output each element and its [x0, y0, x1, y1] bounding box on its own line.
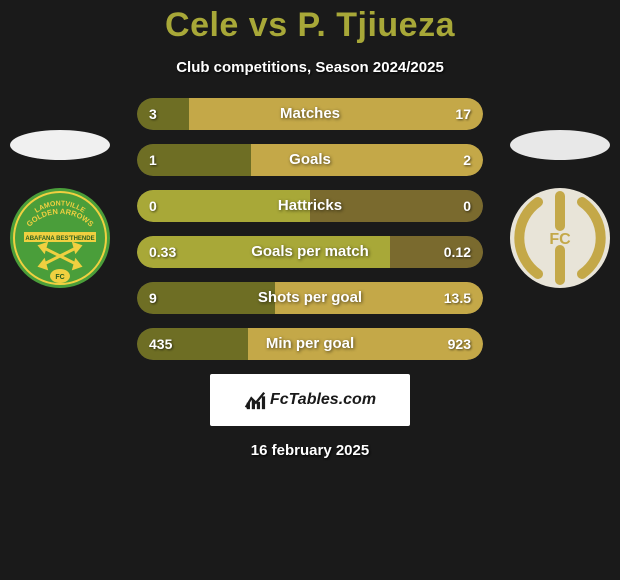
stat-row: 435923Min per goal: [137, 328, 483, 360]
comparison-container: LAMONTVILLE GOLDEN ARROWS ABAFANA BES'TH…: [0, 98, 620, 360]
date-label: 16 february 2025: [0, 442, 620, 459]
avatar-right-placeholder: [510, 130, 610, 160]
stat-label: Hattricks: [137, 190, 483, 222]
stellenbosch-logo-icon: FC: [510, 188, 610, 288]
stat-row: 00Hattricks: [137, 190, 483, 222]
stat-label: Matches: [137, 98, 483, 130]
club-logo-left: LAMONTVILLE GOLDEN ARROWS ABAFANA BES'TH…: [10, 188, 110, 288]
player-left-badge: LAMONTVILLE GOLDEN ARROWS ABAFANA BES'TH…: [10, 130, 110, 246]
golden-arrows-logo-icon: LAMONTVILLE GOLDEN ARROWS ABAFANA BES'TH…: [10, 188, 110, 288]
subtitle: Club competitions, Season 2024/2025: [0, 59, 620, 76]
fctables-banner: FcTables.com: [210, 374, 410, 426]
stat-label: Goals: [137, 144, 483, 176]
player-right-badge: FC: [510, 130, 610, 246]
stat-label: Goals per match: [137, 236, 483, 268]
club-logo-right: FC: [510, 188, 610, 288]
svg-text:FC: FC: [549, 231, 571, 248]
chart-icon: [244, 389, 266, 411]
stat-row: 12Goals: [137, 144, 483, 176]
avatar-left-placeholder: [10, 130, 110, 160]
stats-rows: 317Matches 12Goals 00Hattricks 0.330.12Goal…: [137, 98, 483, 360]
stat-row: 0.330.12Goals per match: [137, 236, 483, 268]
svg-text:FC: FC: [55, 274, 64, 281]
fctables-text: FcTables.com: [270, 391, 376, 409]
svg-text:ABAFANA BES'THENDE: ABAFANA BES'THENDE: [25, 236, 94, 242]
stat-label: Min per goal: [137, 328, 483, 360]
page-title: Cele vs P. Tjiueza: [0, 0, 620, 45]
stat-row: 317Matches: [137, 98, 483, 130]
stat-label: Shots per goal: [137, 282, 483, 314]
stat-row: 913.5Shots per goal: [137, 282, 483, 314]
